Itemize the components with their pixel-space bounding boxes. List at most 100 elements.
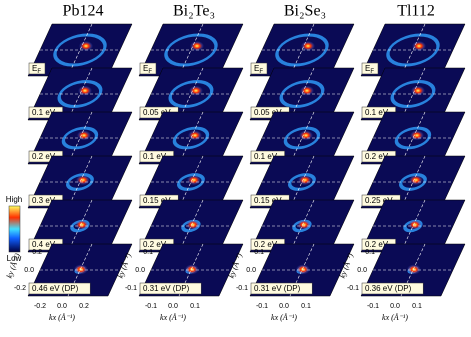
panel-label-sub: F <box>37 69 41 75</box>
dashed-axis <box>67 23 93 77</box>
panel-label-sub: F <box>148 69 152 75</box>
panel-label: 0.31 eV (DP) <box>254 284 301 293</box>
panel-label: 0.1 eV <box>365 108 389 117</box>
spectral-spot <box>410 85 425 96</box>
x-tick-label: -0.1 <box>367 303 379 310</box>
spectral-spot <box>412 41 426 51</box>
spectral-spot <box>298 130 313 141</box>
panel-label: 0.15 eV <box>254 196 282 205</box>
spectral-spot <box>406 264 421 275</box>
dashed-axis <box>289 155 315 209</box>
panel-label: EF <box>32 64 41 74</box>
panel-label: 0.4 eV <box>32 240 56 249</box>
spectral-spot <box>79 41 93 51</box>
y-tick-label: 0.2 <box>32 249 42 256</box>
panel-label-sub: F <box>259 69 263 75</box>
spectral-spot <box>77 85 92 96</box>
label-box <box>361 282 424 295</box>
colorbar-high: High <box>6 195 22 204</box>
label-box <box>250 62 268 75</box>
spectral-spot <box>190 41 204 51</box>
panel-label: 0.15 eV <box>143 196 171 205</box>
spectral-spot <box>407 219 422 230</box>
panel-label-sub: F <box>370 69 374 75</box>
spectral-spot <box>74 219 89 230</box>
spectral-spot <box>297 175 312 186</box>
column-title: Pb124 <box>63 3 104 20</box>
panel-label: EF <box>365 64 374 74</box>
dashed-axis <box>178 111 204 165</box>
x-tick-label: 0.0 <box>390 303 400 310</box>
x-tick-label: 0.0 <box>279 303 289 310</box>
label-box <box>139 282 202 295</box>
spectral-spot <box>75 175 90 186</box>
dashed-axis <box>67 67 93 121</box>
panel-label: 0.05 eV <box>254 108 282 117</box>
dashed-axis <box>178 155 204 209</box>
dashed-axis <box>289 23 315 77</box>
x-axis-label: kx (Å⁻¹) <box>382 313 408 322</box>
column-title: Tl112 <box>397 3 435 20</box>
dashed-axis <box>400 67 426 121</box>
dashed-axis <box>178 67 204 121</box>
panel-label: 0.1 eV <box>254 152 278 161</box>
y-tick-label: 0.1 <box>365 249 375 256</box>
dashed-axis <box>289 111 315 165</box>
spectral-spot <box>301 41 315 51</box>
x-tick-label: 0.0 <box>168 303 178 310</box>
spectral-spot <box>76 130 91 141</box>
x-tick-label: 0.1 <box>301 303 311 310</box>
spectral-spot <box>186 175 201 186</box>
panel-label: EF <box>143 64 152 74</box>
dashed-axis <box>400 111 426 165</box>
y-tick-label: 0.0 <box>357 267 367 274</box>
label-box <box>139 62 157 75</box>
y-tick-label: -0.1 <box>347 285 359 292</box>
spectral-spot <box>295 264 310 275</box>
y-tick-label: 0.0 <box>246 267 256 274</box>
spectral-spot <box>188 85 203 96</box>
x-axis-label: kx (Å⁻¹) <box>271 313 297 322</box>
panel-label: 0.36 eV (DP) <box>365 284 412 293</box>
dashed-axis <box>400 155 426 209</box>
y-tick-label: 0.0 <box>24 267 34 274</box>
dashed-axis <box>178 199 204 253</box>
panel-label: 0.31 eV (DP) <box>143 284 190 293</box>
dashed-axis <box>400 23 426 77</box>
x-tick-label: -0.2 <box>34 303 46 310</box>
label-box <box>28 282 91 295</box>
dashed-axis <box>178 23 204 77</box>
spectral-spot <box>185 219 200 230</box>
label-box <box>250 282 313 295</box>
panel-label: 0.25 eV <box>365 196 393 205</box>
dashed-axis <box>289 67 315 121</box>
y-tick-label: 0.1 <box>254 249 264 256</box>
panel-label: 0.3 eV <box>32 196 56 205</box>
dashed-axis <box>400 199 426 253</box>
x-tick-label: 0.2 <box>79 303 89 310</box>
x-tick-label: 0.1 <box>412 303 422 310</box>
panel-label: 0.46 eV (DP) <box>32 284 79 293</box>
label-box <box>361 62 379 75</box>
dashed-axis <box>67 155 93 209</box>
y-tick-label: 0.1 <box>143 249 153 256</box>
panel-label: 0.2 eV <box>365 240 389 249</box>
panel-label: 0.1 eV <box>32 108 56 117</box>
panel-label: 0.2 eV <box>143 240 167 249</box>
x-tick-label: -0.1 <box>145 303 157 310</box>
x-axis-label: kx (Å⁻¹) <box>160 313 186 322</box>
spectral-spot <box>299 85 314 96</box>
panel-label: 0.2 eV <box>32 152 56 161</box>
dashed-axis <box>67 111 93 165</box>
panel-label: 0.2 eV <box>365 152 389 161</box>
y-tick-label: 0.0 <box>135 267 145 274</box>
colorbar <box>8 205 21 253</box>
dashed-axis <box>289 199 315 253</box>
x-tick-label: 0.0 <box>57 303 67 310</box>
spectral-spot <box>409 130 424 141</box>
colorbar-low: Low <box>7 254 22 263</box>
dashed-axis <box>67 199 93 253</box>
x-axis-label: kx (Å⁻¹) <box>49 313 75 322</box>
panel-label: 0.2 eV <box>254 240 278 249</box>
